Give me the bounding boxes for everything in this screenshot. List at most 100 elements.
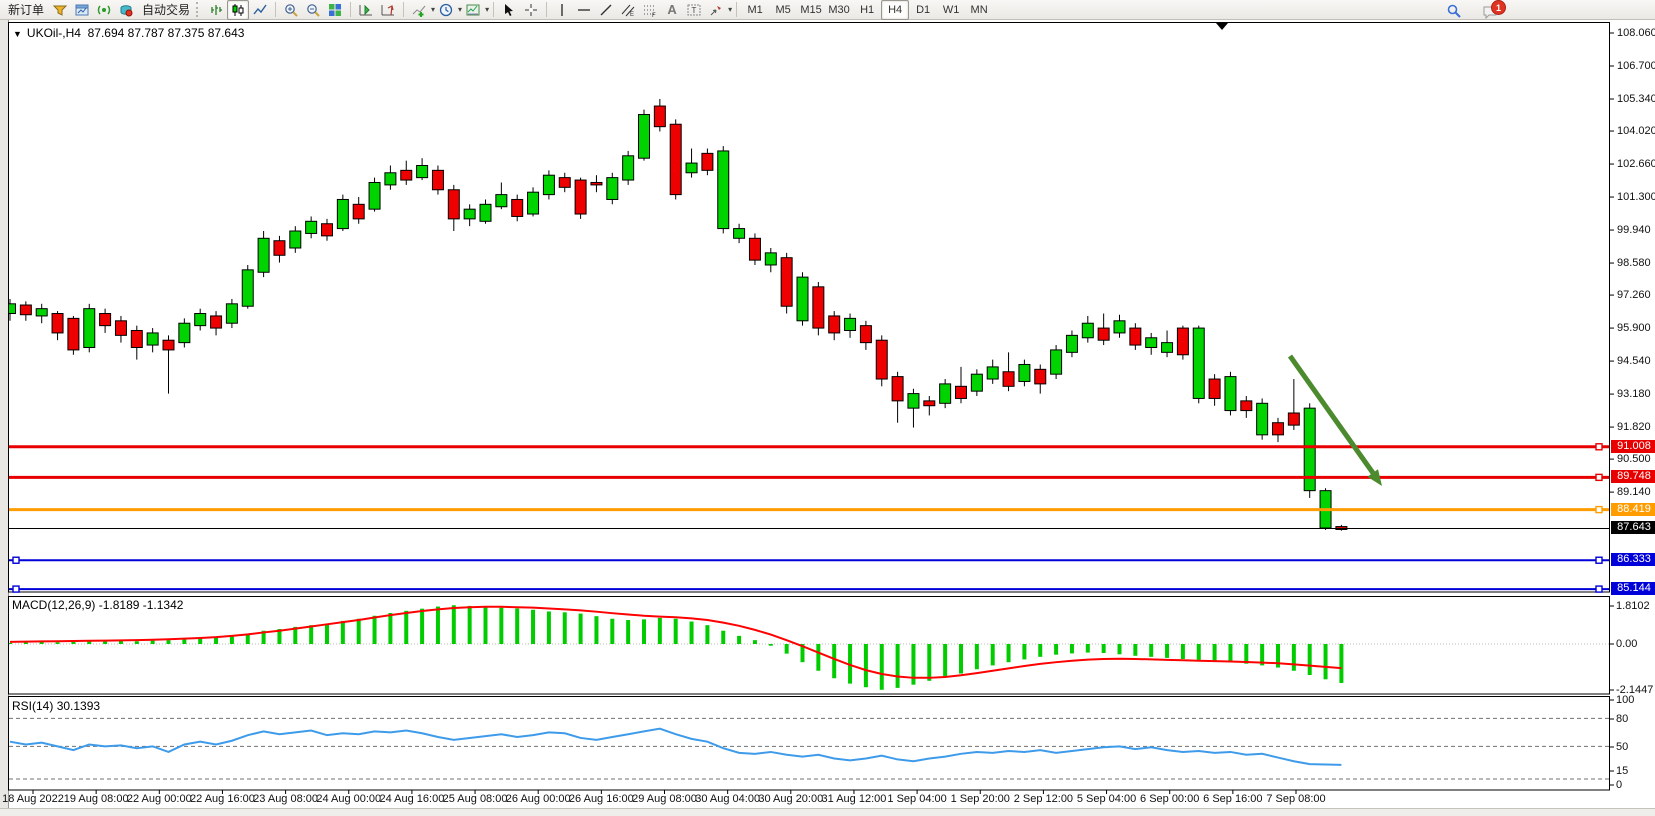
candle-body (828, 315, 841, 334)
macd-bar (800, 644, 805, 663)
chart-window-icon[interactable] (71, 0, 93, 20)
candlestick-chart-icon[interactable] (227, 0, 250, 20)
trendline-icon[interactable] (595, 0, 617, 20)
macd-bar (23, 642, 28, 644)
candle-body (1287, 412, 1300, 426)
macd-bar (752, 640, 757, 644)
arrows-icon[interactable] (705, 0, 727, 20)
macd-bar (388, 612, 393, 644)
zoom-out-icon[interactable] (302, 0, 324, 20)
macd-bar (87, 641, 92, 644)
timeframe-m1[interactable]: M1 (747, 3, 763, 16)
dropdown-arrow-icon[interactable]: ▾ (728, 5, 733, 14)
toolbar-separator (275, 2, 277, 17)
macd-bar (689, 621, 694, 644)
candle-body (1161, 342, 1174, 353)
new-order-button[interactable]: 新订单 (8, 3, 45, 17)
candle-body (970, 373, 983, 392)
indicators-icon[interactable] (408, 0, 430, 20)
candle-body (67, 317, 80, 351)
auto-scroll-icon[interactable] (377, 0, 399, 20)
gold-badge-icon[interactable] (49, 0, 71, 20)
macd-plot (9, 605, 1609, 690)
equidistant-channel-icon[interactable]: E (617, 0, 639, 20)
candle-body (431, 169, 444, 191)
candle-body (844, 317, 857, 332)
candle-body (1097, 327, 1110, 341)
candle-body (479, 203, 492, 222)
macd-bar (1006, 644, 1011, 663)
fibonacci-icon[interactable]: F (639, 0, 661, 20)
hline-handle (1595, 556, 1603, 564)
candle-body (1050, 349, 1063, 375)
macd-bar (578, 613, 583, 644)
macd-bar (1339, 644, 1344, 683)
candle-body (590, 181, 603, 186)
text-icon[interactable]: A (667, 2, 677, 17)
autotrading-button[interactable]: 自动交易 (142, 3, 191, 17)
signal-icon[interactable] (93, 0, 115, 20)
macd-bar (372, 615, 377, 644)
macd-bar (531, 609, 536, 644)
text-label-icon[interactable]: T (683, 0, 705, 20)
autotrading-icon[interactable] (115, 0, 137, 20)
vertical-line-icon[interactable] (551, 0, 573, 20)
candle-body (289, 230, 302, 249)
timeframe-h1[interactable]: H1 (860, 3, 875, 16)
candle-body (653, 105, 666, 128)
macd-bar (1085, 644, 1090, 653)
candle-body (416, 164, 429, 179)
timeframe-h4[interactable]: H4 (881, 0, 910, 20)
templates-icon[interactable] (462, 0, 484, 20)
macd-bar (626, 620, 631, 644)
macd-bar (1212, 644, 1217, 662)
timeframe-w1[interactable]: W1 (942, 3, 960, 16)
toolbar-separator (736, 2, 738, 17)
toolbar-separator (403, 2, 405, 17)
macd-bar (277, 629, 282, 644)
candle-body (1240, 400, 1253, 412)
candle-body (1018, 363, 1031, 382)
macd-bar (784, 644, 789, 654)
candle-body (495, 194, 508, 208)
candle-body (146, 332, 159, 346)
bar-chart-icon[interactable] (205, 0, 227, 20)
dropdown-arrow-icon[interactable]: ▾ (431, 5, 436, 14)
macd-bar (293, 626, 298, 644)
annotation-arrow[interactable] (1287, 354, 1376, 475)
tile-windows-icon[interactable] (324, 0, 346, 20)
crosshair-icon[interactable] (520, 0, 542, 20)
candle-body (1129, 327, 1142, 346)
timeframe-mn[interactable]: MN (970, 3, 988, 16)
dropdown-arrow-icon[interactable]: ▾ (485, 5, 490, 14)
macd-bar (832, 644, 837, 679)
periods-icon[interactable] (435, 0, 457, 20)
macd-bar (974, 644, 979, 670)
line-chart-icon[interactable] (249, 0, 271, 20)
timeframe-d1[interactable]: D1 (916, 3, 931, 16)
macd-bar (118, 640, 123, 644)
timeframe-m5[interactable]: M5 (775, 3, 791, 16)
candle-body (1272, 422, 1284, 436)
candle-body (1145, 337, 1158, 348)
search-icon[interactable] (1443, 1, 1465, 21)
rsi-panel (8, 696, 1610, 791)
notification-badge[interactable]: 1 (1491, 0, 1506, 15)
macd-bar (895, 644, 900, 688)
chart-shift-icon[interactable] (355, 0, 377, 20)
horizontal-line-icon[interactable] (573, 0, 595, 20)
timeframe-m30[interactable]: M30 (828, 3, 850, 16)
candle-body (210, 315, 223, 329)
dropdown-arrow-icon[interactable]: ▾ (458, 5, 463, 14)
macd-bar (309, 625, 314, 644)
zoom-in-icon[interactable] (280, 0, 302, 20)
macd-bar (166, 640, 171, 644)
candle-body (35, 308, 48, 317)
timeframe-m15[interactable]: M15 (800, 3, 822, 16)
candle-body (178, 322, 191, 344)
macd-bar (1291, 644, 1296, 671)
cursor-icon[interactable] (498, 0, 520, 20)
status-strip (0, 808, 1655, 816)
